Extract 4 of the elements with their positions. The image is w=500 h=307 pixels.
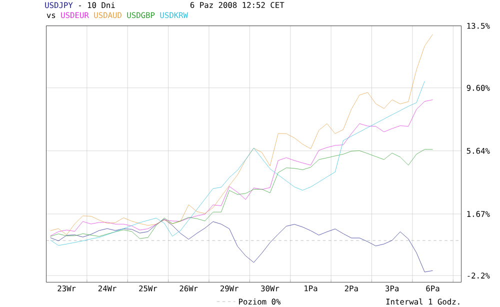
line-series xyxy=(50,100,433,236)
line-series xyxy=(50,218,433,272)
line-series xyxy=(50,149,433,239)
line-series xyxy=(50,34,433,235)
